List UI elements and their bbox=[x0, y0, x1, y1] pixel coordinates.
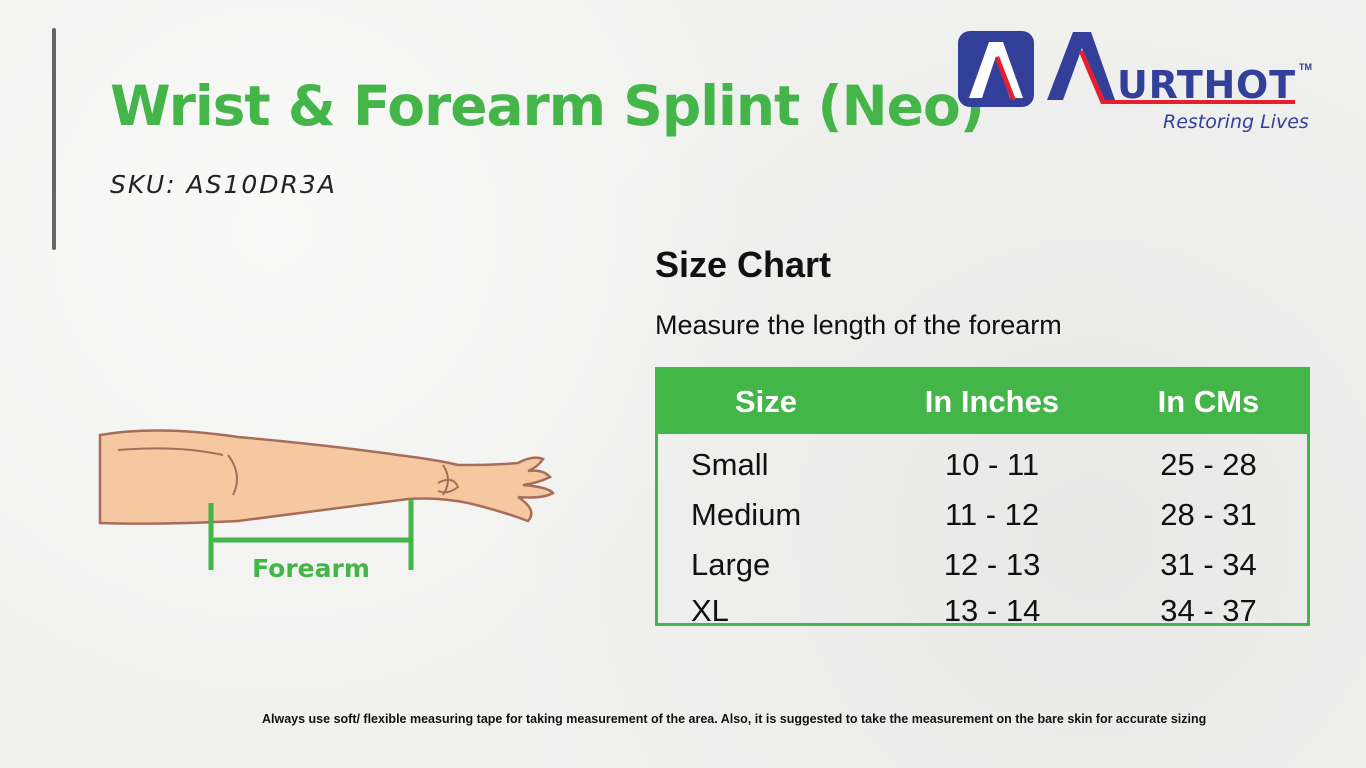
size-table: Size In Inches In CMs Small 10 - 11 25 - 2… bbox=[655, 367, 1310, 628]
size-chart-title: Size Chart bbox=[655, 244, 832, 285]
col-cms: In CMs bbox=[1157, 384, 1260, 419]
cell: 25 - 28 bbox=[1160, 447, 1257, 482]
table-row: Small 10 - 11 25 - 28 bbox=[658, 440, 1307, 490]
aurthot-logo: URTHOT TM Restoring Lives bbox=[958, 31, 1312, 133]
decorative-bar bbox=[52, 28, 56, 250]
cell: Large bbox=[691, 547, 771, 582]
sku-label: SKU: AS10DR3A bbox=[110, 170, 337, 199]
cell: 28 - 31 bbox=[1160, 497, 1257, 532]
svg-text:TM: TM bbox=[1299, 62, 1312, 72]
table-row: Medium 11 - 12 28 - 31 bbox=[658, 490, 1307, 540]
table-header: Size In Inches In CMs bbox=[658, 370, 1307, 434]
svg-text:URTHOT: URTHOT bbox=[1117, 63, 1295, 107]
cell: 13 - 14 bbox=[943, 593, 1041, 628]
col-size: Size bbox=[734, 384, 797, 419]
measurement-note: Always use soft/ flexible measuring tape… bbox=[262, 712, 1207, 726]
page-title: Wrist & Forearm Splint (Neo) bbox=[110, 74, 985, 138]
col-inches: In Inches bbox=[924, 384, 1060, 419]
cell: 11 - 12 bbox=[944, 497, 1040, 532]
arm-icon: Forearm bbox=[98, 429, 555, 583]
table-row: XL 13 - 14 34 - 37 bbox=[658, 590, 1307, 632]
cell: XL bbox=[691, 593, 729, 628]
forearm-label: Forearm bbox=[252, 554, 370, 583]
cell: 31 - 34 bbox=[1160, 547, 1257, 582]
cell: 10 - 11 bbox=[944, 447, 1040, 482]
cell: 34 - 37 bbox=[1160, 593, 1257, 628]
cell: 12 - 13 bbox=[943, 547, 1041, 582]
svg-text:Restoring Lives: Restoring Lives bbox=[1163, 111, 1309, 133]
table-row: Large 12 - 13 31 - 34 bbox=[658, 540, 1307, 590]
forearm-illustration: Forearm bbox=[98, 425, 568, 590]
cell: Small bbox=[691, 447, 769, 482]
cell: Medium bbox=[691, 497, 802, 532]
size-chart-subtitle: Measure the length of the forearm bbox=[655, 310, 1062, 340]
